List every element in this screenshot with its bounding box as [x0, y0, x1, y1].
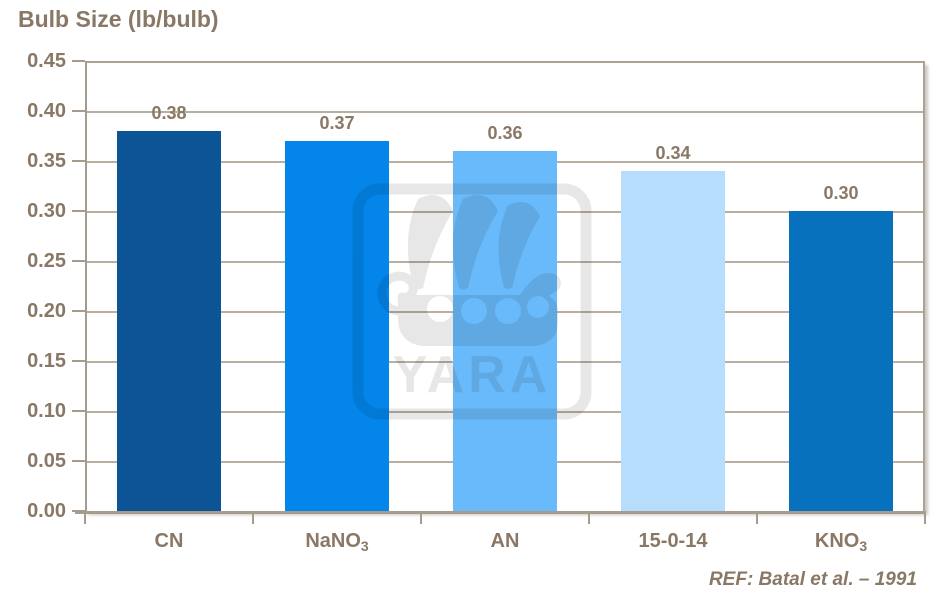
- bar-value-label: 0.36: [487, 123, 523, 143]
- chart-title: Bulb Size (lb/bulb): [18, 6, 219, 32]
- watermark-stern-curl-icon: [377, 271, 418, 316]
- y-axis-line: [85, 61, 87, 514]
- y-axis-tick-label: 0.40: [27, 100, 66, 122]
- y-axis-tick-mark: [72, 160, 85, 162]
- y-axis-tick-mark: [72, 310, 85, 312]
- y-axis-tick-label: 0.15: [27, 350, 66, 372]
- x-axis-category-label: 15-0-14: [593, 528, 753, 554]
- x-axis-category-label: NaNO3: [257, 528, 417, 554]
- y-axis-tick-label: 0.05: [27, 450, 66, 472]
- x-axis-line: [75, 511, 925, 514]
- x-axis-category-label: KNO3: [761, 528, 921, 554]
- category-label-text: KNO: [814, 530, 860, 552]
- x-axis-tick-mark: [924, 511, 926, 524]
- bar-value-label: 0.38: [151, 103, 187, 123]
- gridline: [85, 111, 925, 113]
- y-axis-tick-label: 0.45: [27, 50, 66, 72]
- y-axis-tick-label: 0.25: [27, 250, 66, 272]
- reference-citation: REF: Batal et al. – 1991: [708, 569, 917, 590]
- bar-value-label: 0.34: [655, 143, 691, 163]
- x-axis-category-label: AN: [425, 528, 585, 554]
- x-axis-tick-mark: [252, 511, 254, 524]
- x-axis-category-label: CN: [89, 528, 249, 554]
- bar-AN: [453, 151, 557, 511]
- y-axis-tick-mark: [72, 60, 85, 62]
- y-axis-tick-mark: [72, 110, 85, 112]
- y-axis-tick-label: 0.35: [27, 150, 66, 172]
- watermark-ship-hull-icon: [398, 273, 561, 346]
- watermark-sail-icon: [498, 202, 540, 289]
- bar-value-label: 0.37: [319, 113, 355, 133]
- x-axis-tick-mark: [84, 511, 86, 524]
- y-axis-tick-label: 0.30: [27, 200, 66, 222]
- y-axis-tick-mark: [72, 360, 85, 362]
- bar-NaNO3: [285, 141, 389, 511]
- category-label-text: NaNO: [305, 530, 361, 552]
- x-axis-tick-mark: [756, 511, 758, 524]
- x-axis-tick-mark: [588, 511, 590, 524]
- category-label-subscript: 3: [360, 538, 369, 554]
- y-axis-tick-label: 0.10: [27, 400, 66, 422]
- watermark-frame: [352, 183, 592, 420]
- category-label-text: 15-0-14: [638, 530, 708, 552]
- bar-15-0-14: [621, 171, 725, 511]
- watermark-sail-icon: [407, 195, 453, 290]
- bar-CN: [117, 131, 221, 511]
- y-axis-tick-label: 0.20: [27, 300, 66, 322]
- bar-KNO3: [789, 211, 893, 511]
- y-axis-tick-mark: [72, 260, 85, 262]
- y-axis-tick-mark: [72, 460, 85, 462]
- category-label-subscript: 3: [859, 538, 868, 554]
- bar-value-label: 0.30: [823, 183, 859, 203]
- watermark-text: YARA: [393, 346, 552, 404]
- y-axis-tick-label: 0.00: [27, 500, 66, 522]
- y-axis-tick-mark: [72, 410, 85, 412]
- category-label-text: AN: [490, 530, 520, 552]
- plot-border-top: [85, 61, 925, 63]
- yara-watermark-logo: YARA: [352, 183, 592, 420]
- category-label-text: CN: [154, 530, 184, 552]
- x-axis-tick-mark: [420, 511, 422, 524]
- y-axis-tick-mark: [72, 210, 85, 212]
- y-axis-tick-mark: [72, 510, 85, 512]
- plot-border-right: [923, 61, 925, 511]
- watermark-sail-icon: [452, 195, 498, 290]
